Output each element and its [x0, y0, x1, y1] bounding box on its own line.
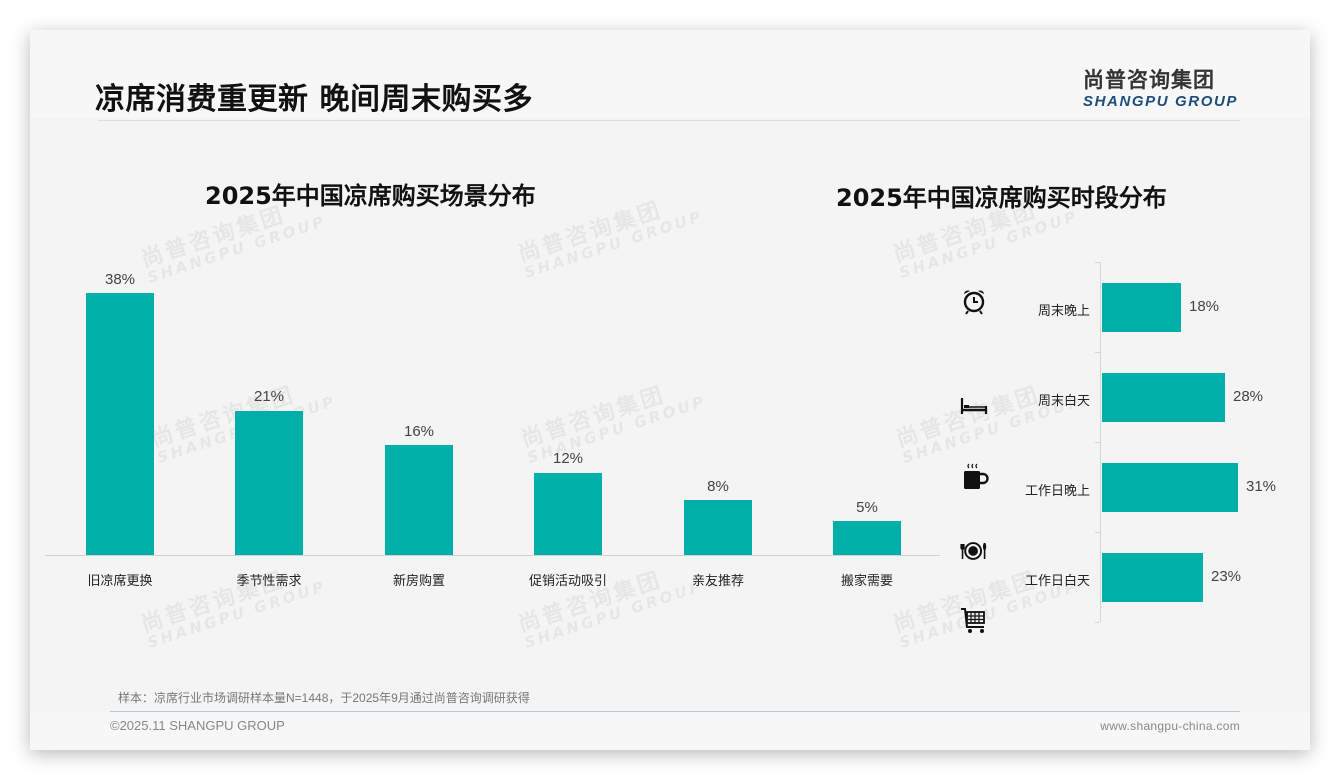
bar-friend-referral [684, 500, 752, 555]
bar-seasonal-demand [235, 411, 303, 555]
bar-category-label: 搬家需要 [840, 573, 893, 588]
hbar-value-label: 18% [1189, 298, 1220, 315]
hbar-weekend-evening [1102, 283, 1181, 332]
slide: 尚普咨询集团 SHANGPU GROUP 尚普咨询集团 SHANGPU GROUP … [30, 30, 1310, 750]
hbar-weekend-daytime [1102, 373, 1225, 422]
header-band [30, 30, 1310, 118]
logo-en-text: SHANGPU GROUP [1083, 93, 1238, 110]
axis-tick [1095, 262, 1100, 263]
bar-category-label: 亲友推荐 [691, 573, 744, 588]
timeslot-chart-title: 2025年中国凉席购买时段分布 [836, 184, 1167, 212]
bar-new-home [385, 445, 453, 555]
y-axis-line [1100, 262, 1101, 622]
bar-category-label: 旧凉席更换 [87, 573, 153, 588]
alarm-clock-icon [963, 290, 985, 315]
hbar-category-label: 周末晚上 [1037, 303, 1090, 318]
bar-value-label: 21% [253, 388, 285, 405]
axis-tick [1095, 352, 1100, 353]
bar-value-label: 8% [707, 478, 729, 495]
timeslot-bar-chart: 周末晚上 18% 周末白天 28% 工作日晚上 31% 工作日白天 23% [945, 262, 1305, 633]
bar-value-label: 16% [403, 423, 435, 440]
dinner-plate-icon [960, 542, 987, 560]
hbar-weekday-evening [1102, 463, 1238, 512]
footer-band [30, 712, 1310, 750]
shopping-cart-icon [961, 608, 985, 633]
hbar-value-label: 23% [1211, 568, 1242, 585]
axis-tick [1095, 442, 1100, 443]
bar-value-label: 5% [856, 499, 878, 516]
coffee-mug-icon [964, 463, 989, 489]
title-divider [98, 120, 1240, 121]
scene-chart-title: 2025年中国凉席购买场景分布 [205, 182, 536, 210]
company-logo: 尚普咨询集团 SHANGPU GROUP [1083, 64, 1238, 110]
bar-category-label: 季节性需求 [236, 573, 302, 588]
scene-bar-chart: 38% 旧凉席更换 21% 季节性需求 16% 新房购置 12% 促销活动吸引 … [45, 260, 940, 590]
axis-tick [1095, 532, 1100, 533]
bar-promotion [534, 473, 602, 555]
x-axis-line [45, 555, 940, 556]
hbar-value-label: 31% [1246, 478, 1277, 495]
axis-tick [1095, 622, 1100, 623]
copyright-text: ©2025.11 SHANGPU GROUP [110, 718, 285, 733]
bed-icon [960, 398, 988, 414]
bar-category-label: 促销活动吸引 [528, 573, 607, 588]
hbar-category-label: 周末白天 [1037, 393, 1090, 408]
bar-moving-house [833, 521, 901, 555]
page-title: 凉席消费重更新 晚间周末购买多 [95, 82, 533, 117]
hbar-category-label: 工作日晚上 [1024, 483, 1090, 498]
footer-divider [110, 711, 1240, 712]
bar-category-label: 新房购置 [392, 573, 445, 588]
hbar-weekday-daytime [1102, 553, 1203, 602]
hbar-value-label: 28% [1233, 388, 1264, 405]
logo-cn-text: 尚普咨询集团 [1083, 68, 1216, 92]
website-link[interactable]: www.shangpu-china.com [1100, 719, 1240, 733]
hbar-category-label: 工作日白天 [1024, 573, 1090, 588]
sample-footnote: 样本：凉席行业市场调研样本量N=1448，于2025年9月通过尚普咨询调研获得 [118, 691, 530, 705]
bar-old-mat-replacement [86, 293, 154, 555]
bar-value-label: 12% [552, 450, 584, 467]
bar-value-label: 38% [104, 271, 136, 288]
